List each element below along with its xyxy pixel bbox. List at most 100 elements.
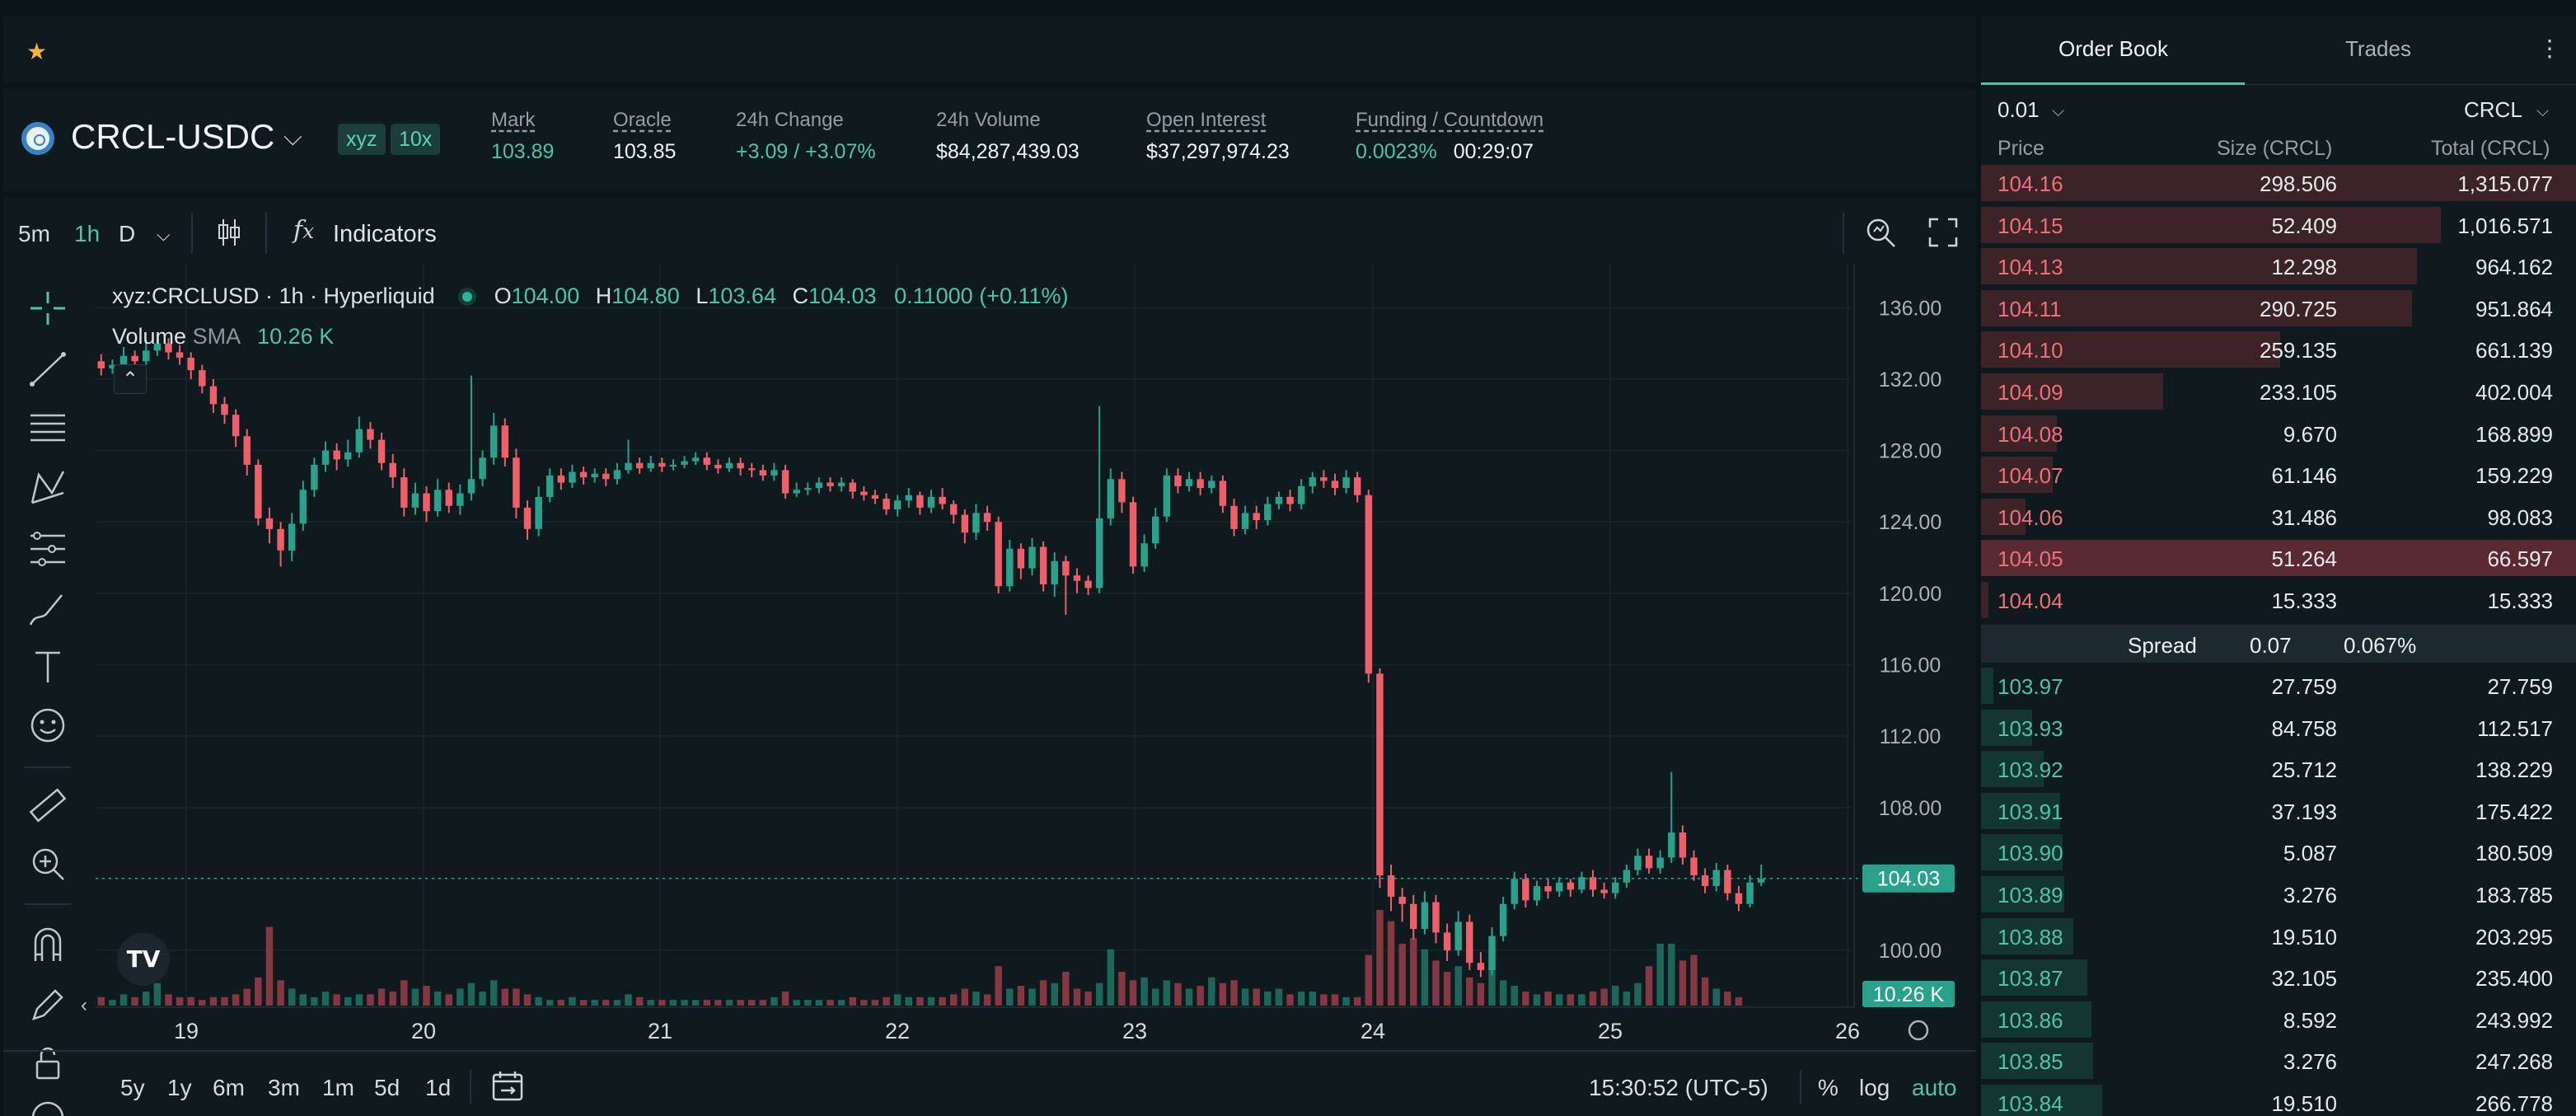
percent-scale-toggle[interactable]: % bbox=[1818, 1075, 1838, 1100]
lock-icon[interactable] bbox=[25, 1043, 71, 1083]
more-options-icon[interactable]: ⋮ bbox=[2538, 35, 2561, 61]
date-range-calendar-icon[interactable] bbox=[491, 1070, 524, 1109]
volume-bar bbox=[1309, 991, 1316, 1006]
candle-body bbox=[333, 450, 340, 460]
funding-countdown: 00:29:07 bbox=[1453, 140, 1534, 163]
axis-settings-gear-icon[interactable] bbox=[1908, 1020, 1929, 1041]
volume-bar bbox=[1499, 980, 1507, 1006]
emoji-icon[interactable] bbox=[25, 706, 71, 745]
ruler-icon[interactable] bbox=[25, 786, 71, 826]
volume-bar bbox=[1028, 988, 1036, 1006]
bid-row[interactable]: 103.88 19.510 203.295 bbox=[1981, 917, 2576, 956]
tab-order-book[interactable]: Order Book bbox=[2058, 36, 2168, 61]
ask-row[interactable]: 104.08 9.670 168.899 bbox=[1981, 414, 2576, 453]
indicators-button[interactable]: Indicators bbox=[333, 221, 437, 247]
bid-row[interactable]: 103.84 19.510 266.778 bbox=[1981, 1083, 2576, 1116]
range-1d[interactable]: 1d bbox=[425, 1075, 452, 1100]
bid-row[interactable]: 103.93 84.758 112.517 bbox=[1981, 708, 2576, 748]
bid-row[interactable]: 103.86 8.592 243.992 bbox=[1981, 1000, 2576, 1039]
fullscreen-icon[interactable] bbox=[1928, 218, 1958, 253]
interval-1h[interactable]: 1h bbox=[74, 221, 101, 246]
stat-value: $84,287,439.03 bbox=[936, 140, 1080, 163]
candle-style-icon[interactable] bbox=[216, 218, 242, 253]
indicators-fx-icon[interactable]: fx bbox=[293, 216, 315, 245]
unit-select[interactable]: CRCL bbox=[2464, 97, 2522, 122]
ask-row[interactable]: 104.10 259.135 661.139 bbox=[1981, 330, 2576, 369]
range-6m[interactable]: 6m bbox=[213, 1075, 245, 1100]
interval-5m[interactable]: 5m bbox=[18, 221, 50, 246]
bid-row[interactable]: 103.87 32.105 235.400 bbox=[1981, 958, 2576, 997]
range-3m[interactable]: 3m bbox=[268, 1075, 300, 1100]
range-1y[interactable]: 1y bbox=[167, 1075, 192, 1100]
pattern-icon[interactable] bbox=[25, 468, 71, 508]
bid-row[interactable]: 103.92 25.712 138.229 bbox=[1981, 749, 2576, 789]
candle-body bbox=[277, 528, 284, 551]
visibility-icon[interactable] bbox=[25, 1098, 71, 1116]
stat-value: 103.89 bbox=[491, 140, 555, 163]
magnet-icon[interactable] bbox=[25, 925, 71, 964]
bid-size: 32.105 bbox=[2271, 966, 2337, 992]
candle-body bbox=[804, 488, 812, 490]
prediction-icon[interactable] bbox=[25, 529, 71, 569]
bid-size: 3.276 bbox=[2283, 883, 2337, 907]
bid-row[interactable]: 103.89 3.276 183.785 bbox=[1981, 875, 2576, 914]
bid-price: 103.87 bbox=[1998, 966, 2063, 992]
tab-trades[interactable]: Trades bbox=[2345, 36, 2411, 61]
chevron-left-icon[interactable]: ‹ bbox=[81, 994, 87, 1016]
range-1m[interactable]: 1m bbox=[322, 1075, 354, 1100]
range-5d[interactable]: 5d bbox=[374, 1075, 400, 1100]
volume-bar bbox=[737, 1000, 744, 1006]
bid-row[interactable]: 103.85 3.276 247.268 bbox=[1981, 1041, 2576, 1081]
candle-body bbox=[972, 513, 980, 533]
legend-change: 0.11000 (+0.11%) bbox=[894, 284, 1069, 308]
interval-d[interactable]: D bbox=[119, 221, 136, 246]
volume-bar bbox=[131, 996, 138, 1006]
candle-body bbox=[1353, 477, 1361, 495]
timezone-clock[interactable]: 15:30:52 (UTC-5) bbox=[1589, 1075, 1768, 1100]
draw-mode-icon[interactable] bbox=[25, 984, 71, 1024]
text-tool-icon[interactable] bbox=[25, 646, 71, 686]
candle-body bbox=[591, 473, 598, 478]
ask-row[interactable]: 104.11 290.725 951.864 bbox=[1981, 288, 2576, 328]
ask-row[interactable]: 104.07 61.146 159.229 bbox=[1981, 455, 2576, 495]
ask-row[interactable]: 104.16 298.506 1,315.077 bbox=[1981, 163, 2576, 203]
range-5y[interactable]: 5y bbox=[120, 1075, 145, 1100]
interval-chevron-down-icon[interactable]: ⌵ bbox=[157, 224, 171, 245]
candle-body bbox=[1387, 875, 1395, 898]
bid-row[interactable]: 103.91 37.193 175.422 bbox=[1981, 791, 2576, 831]
bid-row[interactable]: 103.90 5.087 180.509 bbox=[1981, 832, 2576, 872]
ask-price: 104.06 bbox=[1998, 504, 2063, 530]
bid-row[interactable]: 103.97 27.759 27.759 bbox=[1981, 666, 2576, 706]
log-scale-toggle[interactable]: log bbox=[1859, 1075, 1890, 1100]
tick-chevron-down-icon[interactable]: ⌵ bbox=[2052, 102, 2065, 120]
collapse-legend-chevron-up-icon[interactable]: ⌃ bbox=[114, 364, 147, 394]
leverage-tag[interactable]: 10x bbox=[391, 124, 441, 155]
chevron-down-icon[interactable]: ⌵ bbox=[283, 124, 302, 151]
zoom-in-icon[interactable] bbox=[25, 844, 71, 884]
volume-bar bbox=[1600, 988, 1608, 1006]
trend-line-icon[interactable] bbox=[25, 349, 71, 389]
tick-size-select[interactable]: 0.01 bbox=[1998, 97, 2040, 122]
candle-body bbox=[355, 429, 363, 452]
ask-row[interactable]: 104.04 15.333 15.333 bbox=[1981, 580, 2576, 620]
ask-row[interactable]: 104.05 51.264 66.597 bbox=[1981, 538, 2576, 578]
favorite-star-icon[interactable]: ★ bbox=[26, 39, 48, 64]
tradingview-logo-icon[interactable]: TV bbox=[117, 933, 170, 986]
crosshair-icon[interactable] bbox=[25, 288, 71, 328]
ask-row[interactable]: 104.13 12.298 964.162 bbox=[1981, 246, 2576, 286]
auto-scale-toggle[interactable]: auto bbox=[1912, 1075, 1957, 1100]
bid-size: 25.712 bbox=[2271, 757, 2337, 783]
fib-lines-icon[interactable] bbox=[25, 409, 71, 448]
zoom-search-icon[interactable] bbox=[1864, 216, 1897, 255]
ask-row[interactable]: 104.15 52.409 1,016.571 bbox=[1981, 205, 2576, 245]
pair-selector[interactable]: CRCL-USDC bbox=[71, 117, 275, 156]
ask-row[interactable]: 104.09 233.105 402.004 bbox=[1981, 372, 2576, 411]
brush-icon[interactable] bbox=[25, 588, 71, 628]
last-price-label: 104.03 bbox=[1877, 868, 1940, 891]
price-chart[interactable]: 136.00 132.00 128.00 124.00 120.00 116.00 112.… bbox=[0, 0, 1976, 1116]
volume-bar bbox=[165, 994, 172, 1006]
unit-chevron-down-icon[interactable]: ⌵ bbox=[2536, 102, 2550, 120]
stat-label: 24h Change bbox=[736, 109, 844, 131]
bid-size: 19.510 bbox=[2271, 1091, 2337, 1116]
ask-row[interactable]: 104.06 31.486 98.083 bbox=[1981, 497, 2576, 537]
